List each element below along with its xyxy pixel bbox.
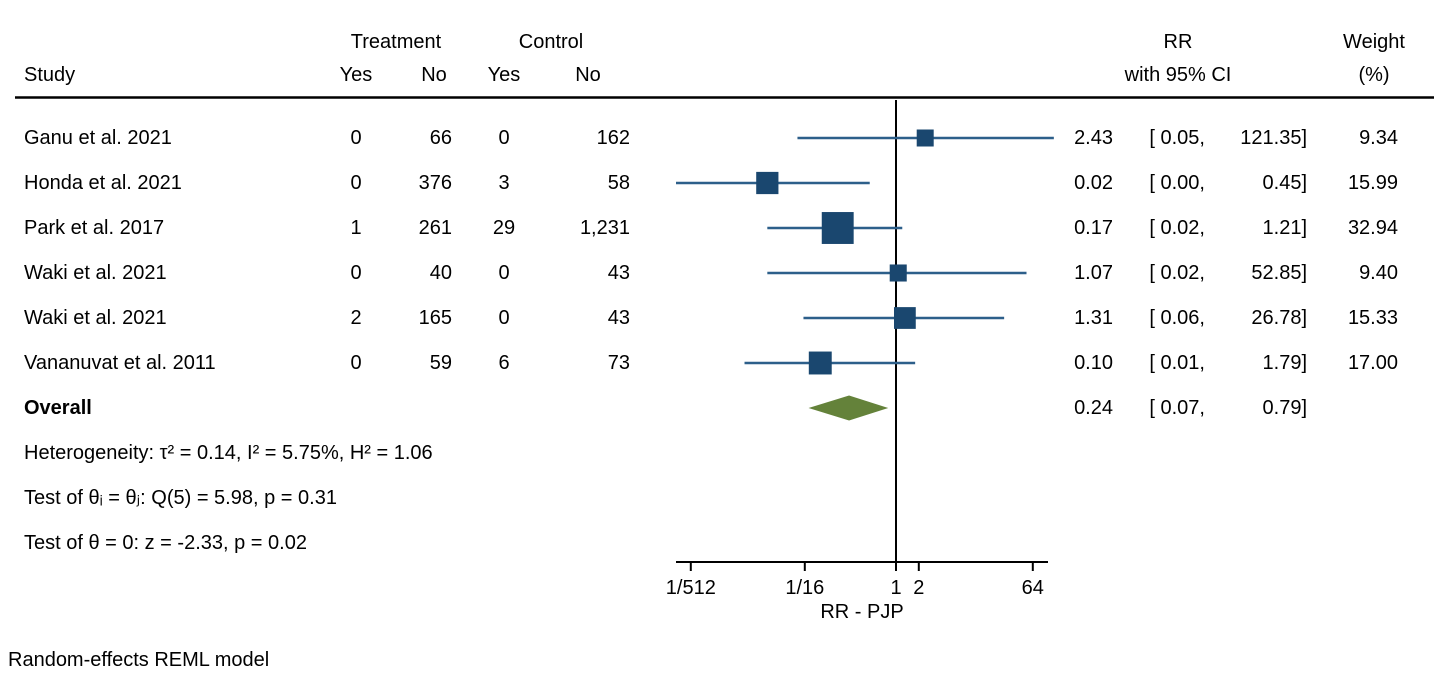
- control-no-count: 73: [607, 352, 630, 374]
- weight-value: 17.00: [1347, 352, 1398, 374]
- treatment-no-count: 261: [418, 217, 452, 239]
- ci-lower: [ 0.02,: [1149, 262, 1205, 284]
- col-header-weight-line1: Weight: [1343, 31, 1405, 53]
- weight-value: 32.94: [1347, 217, 1398, 239]
- effect-square: [916, 129, 934, 147]
- control-no-count: 1,231: [579, 217, 630, 239]
- col-header-treatment-no: No: [421, 64, 447, 86]
- heterogeneity-stats: Heterogeneity: τ² = 0.14, I² = 5.75%, H²…: [24, 442, 433, 464]
- control-no-count: 58: [607, 172, 630, 194]
- ci-upper: 52.85]: [1251, 262, 1307, 284]
- col-header-control: Control: [518, 31, 584, 53]
- treatment-yes-count: 0: [350, 172, 362, 194]
- col-header-treatment-yes: Yes: [339, 64, 373, 86]
- effect-square: [893, 307, 916, 329]
- study-label: Honda et al. 2021: [24, 172, 182, 194]
- col-header-effect-line1: RR: [1163, 31, 1193, 53]
- study-label: Park et al. 2017: [24, 217, 165, 239]
- treatment-yes-count: 1: [350, 217, 362, 239]
- treatment-no-count: 165: [418, 307, 452, 329]
- control-no-count: 162: [596, 127, 630, 149]
- control-yes-count: 29: [492, 217, 516, 239]
- weight-value: 9.40: [1359, 262, 1398, 284]
- control-yes-count: 6: [498, 352, 510, 374]
- treatment-yes-count: 0: [350, 127, 362, 149]
- ci-lower: [ 0.02,: [1149, 217, 1205, 239]
- ci-lower: [ 0.00,: [1149, 172, 1205, 194]
- study-label: Waki et al. 2021: [24, 262, 167, 284]
- col-header-treatment: Treatment: [350, 31, 442, 53]
- ci-lower: [ 0.01,: [1149, 352, 1205, 374]
- overall-test-stats: Test of θ = 0: z = -2.33, p = 0.02: [24, 532, 307, 554]
- overall-label: Overall: [24, 397, 92, 419]
- overall-rr-estimate: 0.24: [1074, 397, 1113, 419]
- ci-lower: [ 0.06,: [1149, 307, 1205, 329]
- treatment-no-count: 376: [418, 172, 452, 194]
- rr-estimate: 1.31: [1074, 307, 1113, 329]
- weight-value: 15.99: [1347, 172, 1398, 194]
- x-axis-tick-label: 1/16: [785, 577, 825, 599]
- rr-estimate: 0.17: [1074, 217, 1113, 239]
- overall-diamond: [808, 395, 889, 421]
- treatment-yes-count: 0: [350, 352, 362, 374]
- x-axis-tick-label: 2: [913, 577, 925, 599]
- weight-value: 9.34: [1359, 127, 1398, 149]
- control-yes-count: 0: [498, 262, 510, 284]
- effect-square: [808, 351, 832, 375]
- x-axis-tick-label: 1/512: [665, 577, 716, 599]
- rr-estimate: 1.07: [1074, 262, 1113, 284]
- rr-estimate: 2.43: [1074, 127, 1113, 149]
- model-footnote: Random-effects REML model: [8, 649, 270, 671]
- x-axis-tick-label: 64: [1021, 577, 1044, 599]
- ci-upper: 1.21]: [1262, 217, 1307, 239]
- x-axis-tick-label: 1: [890, 577, 902, 599]
- homogeneity-test-stats: Test of θᵢ = θⱼ: Q(5) = 5.98, p = 0.31: [24, 487, 337, 509]
- col-header-control-yes: Yes: [487, 64, 521, 86]
- ci-upper: 121.35]: [1240, 127, 1307, 149]
- control-yes-count: 0: [498, 307, 510, 329]
- study-label: Vananuvat et al. 2011: [24, 352, 216, 374]
- study-label: Waki et al. 2021: [24, 307, 167, 329]
- overall-ci-lower: [ 0.07,: [1149, 397, 1205, 419]
- treatment-no-count: 40: [429, 262, 452, 284]
- ci-upper: 0.45]: [1262, 172, 1307, 194]
- treatment-no-count: 66: [429, 127, 452, 149]
- effect-square: [889, 264, 907, 282]
- ci-lower: [ 0.05,: [1149, 127, 1205, 149]
- weight-value: 15.33: [1347, 307, 1398, 329]
- ci-upper: 1.79]: [1262, 352, 1307, 374]
- study-label: Ganu et al. 2021: [24, 127, 172, 149]
- effect-square: [821, 212, 854, 244]
- control-yes-count: 3: [498, 172, 510, 194]
- col-header-effect-line2: with 95% CI: [1124, 64, 1232, 86]
- col-header-weight-line2: (%): [1358, 64, 1390, 86]
- control-no-count: 43: [607, 262, 630, 284]
- ci-upper: 26.78]: [1251, 307, 1307, 329]
- treatment-no-count: 59: [429, 352, 452, 374]
- control-no-count: 43: [607, 307, 630, 329]
- col-header-study: Study: [24, 64, 76, 86]
- control-yes-count: 0: [498, 127, 510, 149]
- col-header-control-no: No: [575, 64, 601, 86]
- rr-estimate: 0.02: [1074, 172, 1113, 194]
- effect-square: [756, 171, 779, 195]
- x-axis-label: RR - PJP: [820, 601, 904, 623]
- overall-ci-upper: 0.79]: [1262, 397, 1307, 419]
- treatment-yes-count: 0: [350, 262, 362, 284]
- rr-estimate: 0.10: [1074, 352, 1113, 374]
- treatment-yes-count: 2: [350, 307, 362, 329]
